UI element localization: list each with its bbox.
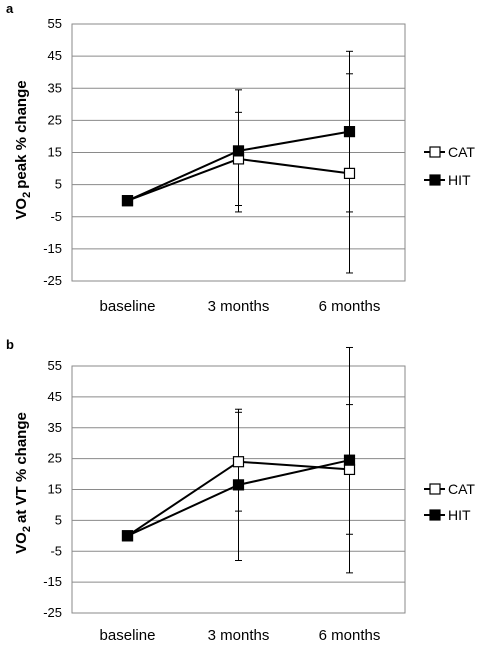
x-category-label: baseline	[100, 627, 156, 644]
y-axis-label-subscript: 2	[21, 526, 33, 532]
plot-frame	[71, 365, 406, 614]
x-category-label: 6 months	[319, 298, 381, 315]
y-tick-label: -15	[43, 241, 62, 256]
panel-b: b VO2 at VT % change -25 -15 -5 5 15 25 35 45 55 b…	[6, 337, 475, 644]
y-tick-label: 35	[48, 80, 62, 95]
y-axis-label: VO2 at VT % change	[13, 412, 33, 554]
y-tick-label: -15	[43, 574, 62, 589]
y-tick-label: 45	[48, 389, 62, 404]
legend-label: HIT	[448, 172, 471, 188]
x-category-label: 3 months	[208, 627, 270, 644]
legend-label: CAT	[448, 144, 475, 160]
y-axis-label-subscript: 2	[21, 192, 33, 198]
y-tick-label: 55	[48, 16, 62, 31]
legend-marker-cat	[429, 146, 441, 158]
y-axis-label-main: VO	[13, 532, 30, 554]
legend-label: CAT	[448, 481, 475, 497]
data-point-hit	[121, 530, 134, 542]
y-tick-label: 15	[48, 145, 62, 160]
plot-area: -25 -15 -5 5 15 25 35 45 55 baseline 3 months 6 mon…	[43, 346, 406, 644]
legend: CAT HIT	[424, 144, 475, 188]
y-tick-label: 5	[55, 512, 62, 527]
plot-frame	[71, 23, 406, 282]
data-point-cat	[343, 463, 356, 476]
data-point-cat	[232, 456, 245, 468]
data-point-hit	[121, 195, 134, 207]
y-tick-label: 25	[48, 112, 62, 127]
y-tick-label: -25	[43, 605, 62, 620]
legend-marker-cat	[429, 483, 441, 495]
y-axis-label-main: VO	[13, 198, 30, 220]
y-axis-label: VO2 peak % change	[13, 80, 33, 219]
panel-letter: a	[6, 1, 14, 16]
y-tick-label: -5	[50, 543, 62, 558]
legend: CAT HIT	[424, 481, 475, 523]
legend-marker-hit	[429, 509, 441, 521]
data-point-hit	[343, 454, 356, 466]
x-category-label: baseline	[100, 298, 156, 315]
y-tick-label: -5	[50, 209, 62, 224]
panel-letter: b	[6, 337, 14, 352]
y-tick-label: 25	[48, 451, 62, 466]
y-tick-label: 45	[48, 48, 62, 63]
y-tick-label: -25	[43, 273, 62, 288]
data-point-hit	[232, 145, 245, 157]
y-axis-label-rest: peak % change	[13, 80, 30, 188]
data-point-hit	[343, 126, 356, 138]
y-tick-label: 15	[48, 482, 62, 497]
data-point-cat	[343, 167, 356, 179]
legend-label: HIT	[448, 507, 471, 523]
panel-a: a VO2 peak % change -25 -15 -5 5 15 25 35 45 55 ba…	[6, 1, 475, 315]
y-tick-label: 55	[48, 358, 62, 373]
plot-area: -25 -15 -5 5 15 25 35 45 55 baseline 3 months 6 mon…	[43, 16, 406, 315]
y-tick-label: 35	[48, 420, 62, 435]
y-tick-label: 5	[55, 177, 62, 192]
data-point-hit	[232, 479, 245, 491]
x-category-label: 3 months	[208, 298, 270, 315]
legend-marker-hit	[429, 174, 441, 186]
x-category-label: 6 months	[319, 627, 381, 644]
y-axis-label-rest: at VT % change	[13, 412, 30, 523]
